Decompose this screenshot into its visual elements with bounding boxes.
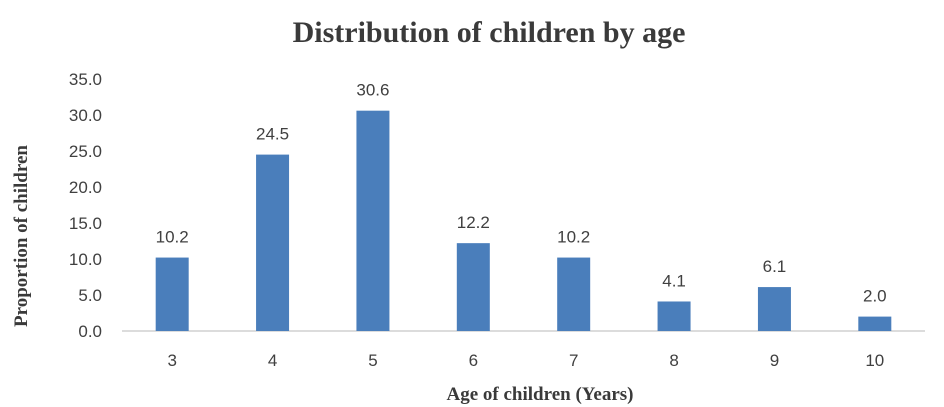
bar bbox=[456, 243, 490, 331]
data-labels: 10.2 24.5 30.6 12.2 10.2 4.1 6.1 2.0 bbox=[156, 81, 887, 306]
bar bbox=[858, 316, 892, 331]
bar bbox=[557, 257, 591, 331]
y-tick-label: 30.0 bbox=[69, 106, 102, 125]
bar-data-label: 30.6 bbox=[356, 81, 389, 100]
bars bbox=[155, 110, 892, 332]
bar-data-label: 12.2 bbox=[457, 213, 490, 232]
y-tick-label: 25.0 bbox=[69, 142, 102, 161]
y-tick-label: 15.0 bbox=[69, 214, 102, 233]
x-tick-label: 5 bbox=[368, 351, 377, 370]
x-tick-label: 7 bbox=[569, 351, 578, 370]
x-axis-title: Age of children (Years) bbox=[447, 384, 634, 405]
bar bbox=[356, 110, 390, 332]
x-tick-label: 8 bbox=[669, 351, 678, 370]
bar-data-label: 4.1 bbox=[662, 271, 686, 290]
y-tick-label: 5.0 bbox=[78, 286, 102, 305]
x-tick-label: 10 bbox=[865, 351, 884, 370]
x-tick-label: 9 bbox=[770, 351, 779, 370]
bar-data-label: 6.1 bbox=[763, 257, 787, 276]
x-tick-label: 3 bbox=[167, 351, 176, 370]
bar bbox=[256, 154, 290, 331]
x-axis-ticks: 3 4 5 6 7 8 9 10 bbox=[167, 351, 884, 370]
chart-title: Distribution of children by age bbox=[293, 16, 686, 49]
bar-data-label: 24.5 bbox=[256, 125, 289, 144]
y-axis-title: Proportion of children bbox=[11, 145, 32, 327]
bar-data-label: 10.2 bbox=[557, 228, 590, 247]
bar bbox=[757, 287, 791, 331]
x-tick-label: 4 bbox=[268, 351, 277, 370]
bar bbox=[155, 257, 189, 331]
y-tick-label: 10.0 bbox=[69, 250, 102, 269]
y-tick-label: 35.0 bbox=[69, 70, 102, 89]
bar-data-label: 10.2 bbox=[156, 228, 189, 247]
y-tick-label: 0.0 bbox=[78, 322, 102, 341]
bar bbox=[657, 301, 691, 331]
y-tick-label: 20.0 bbox=[69, 178, 102, 197]
x-tick-label: 6 bbox=[469, 351, 478, 370]
y-axis-ticks: 0.0 5.0 10.0 15.0 20.0 25.0 30.0 35.0 bbox=[69, 70, 102, 341]
bar-data-label: 2.0 bbox=[863, 287, 887, 306]
